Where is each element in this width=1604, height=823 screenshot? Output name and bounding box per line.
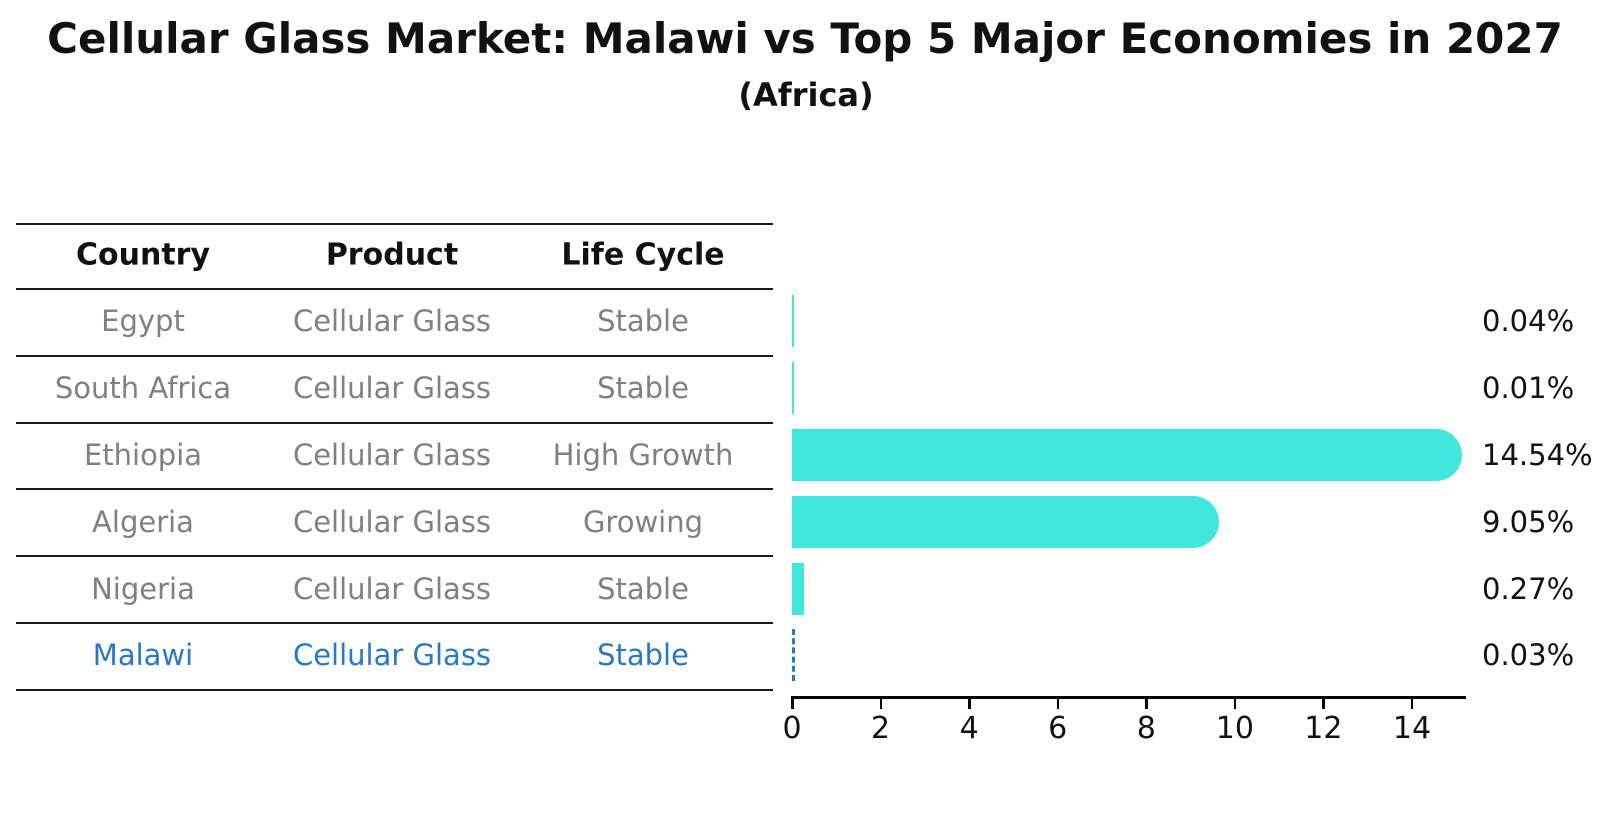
table-cell-country: Nigeria	[91, 571, 195, 606]
table-rule	[16, 421, 773, 424]
bar-value-label: 0.27%	[1482, 571, 1575, 606]
bar-south-africa	[792, 362, 794, 415]
table-cell-country: Ethiopia	[83, 438, 203, 472]
table-header-country: Country	[75, 237, 211, 273]
x-axis-tick-label: 2	[871, 711, 891, 746]
x-axis-tick-label: 6	[1048, 711, 1068, 746]
table-cell-life-cycle: Stable	[597, 371, 689, 406]
table-rule	[16, 223, 773, 225]
bar-value-label: 0.01%	[1482, 371, 1575, 406]
table-cell-product: Cellular Glass	[292, 371, 492, 406]
x-axis-tick	[791, 698, 794, 709]
bar-malawi	[792, 629, 795, 682]
bar-value-label: 0.04%	[1482, 304, 1575, 339]
table-cell-product: Cellular Glass	[292, 571, 492, 606]
x-axis-tick	[1410, 698, 1414, 709]
chart-subtitle: (Africa)	[738, 76, 874, 114]
bar-value-label: 14.54%	[1482, 438, 1593, 472]
table-header-life-cycle: Life Cycle	[561, 237, 725, 273]
x-axis-tick	[1056, 698, 1060, 709]
x-axis-tick-label: 10	[1215, 711, 1254, 746]
x-axis-line	[791, 695, 1466, 699]
bar-value-label: 9.05%	[1482, 504, 1575, 539]
bar-nigeria	[792, 562, 804, 615]
x-axis-tick-label: 14	[1392, 711, 1432, 746]
x-axis-tick	[1233, 698, 1237, 709]
table-rule	[16, 488, 773, 491]
table-cell-life-cycle: Stable	[597, 638, 689, 673]
x-axis-tick-label: 8	[1136, 711, 1156, 746]
table-cell-product: Cellular Glass	[292, 638, 492, 673]
table-cell-life-cycle: Stable	[597, 304, 689, 339]
table-cell-life-cycle: Stable	[597, 571, 689, 606]
table-cell-product: Cellular Glass	[292, 504, 492, 539]
x-axis-tick	[1322, 698, 1325, 709]
x-axis-tick-label: 4	[959, 711, 979, 746]
x-axis-tick-label: 12	[1304, 711, 1343, 746]
table-cell-life-cycle: Growing	[582, 504, 704, 539]
bar-ethiopia	[792, 429, 1462, 481]
table-cell-life-cycle: High Growth	[552, 438, 734, 472]
table-cell-country: Algeria	[92, 504, 194, 539]
table-cell-product: Cellular Glass	[292, 304, 492, 339]
table-rule	[16, 622, 773, 624]
table-rule	[16, 555, 773, 558]
table-cell-product: Cellular Glass	[292, 438, 492, 472]
x-axis-tick	[968, 698, 971, 709]
bar-egypt	[792, 295, 794, 348]
x-axis-tick	[879, 698, 883, 709]
bar-value-label: 0.03%	[1482, 638, 1575, 673]
table-rule	[16, 688, 773, 691]
table-cell-country: South Africa	[54, 371, 232, 406]
bar-algeria	[792, 495, 1219, 548]
table-rule	[16, 354, 773, 357]
chart-title: Cellular Glass Market: Malawi vs Top 5 M…	[47, 14, 1563, 63]
table-cell-country: Malawi	[92, 638, 194, 673]
x-axis-tick-label: 0	[782, 711, 802, 746]
x-axis-tick	[1145, 698, 1148, 709]
table-header-product: Product	[325, 237, 459, 273]
table-rule	[16, 287, 773, 290]
table-cell-country: Egypt	[101, 304, 185, 339]
